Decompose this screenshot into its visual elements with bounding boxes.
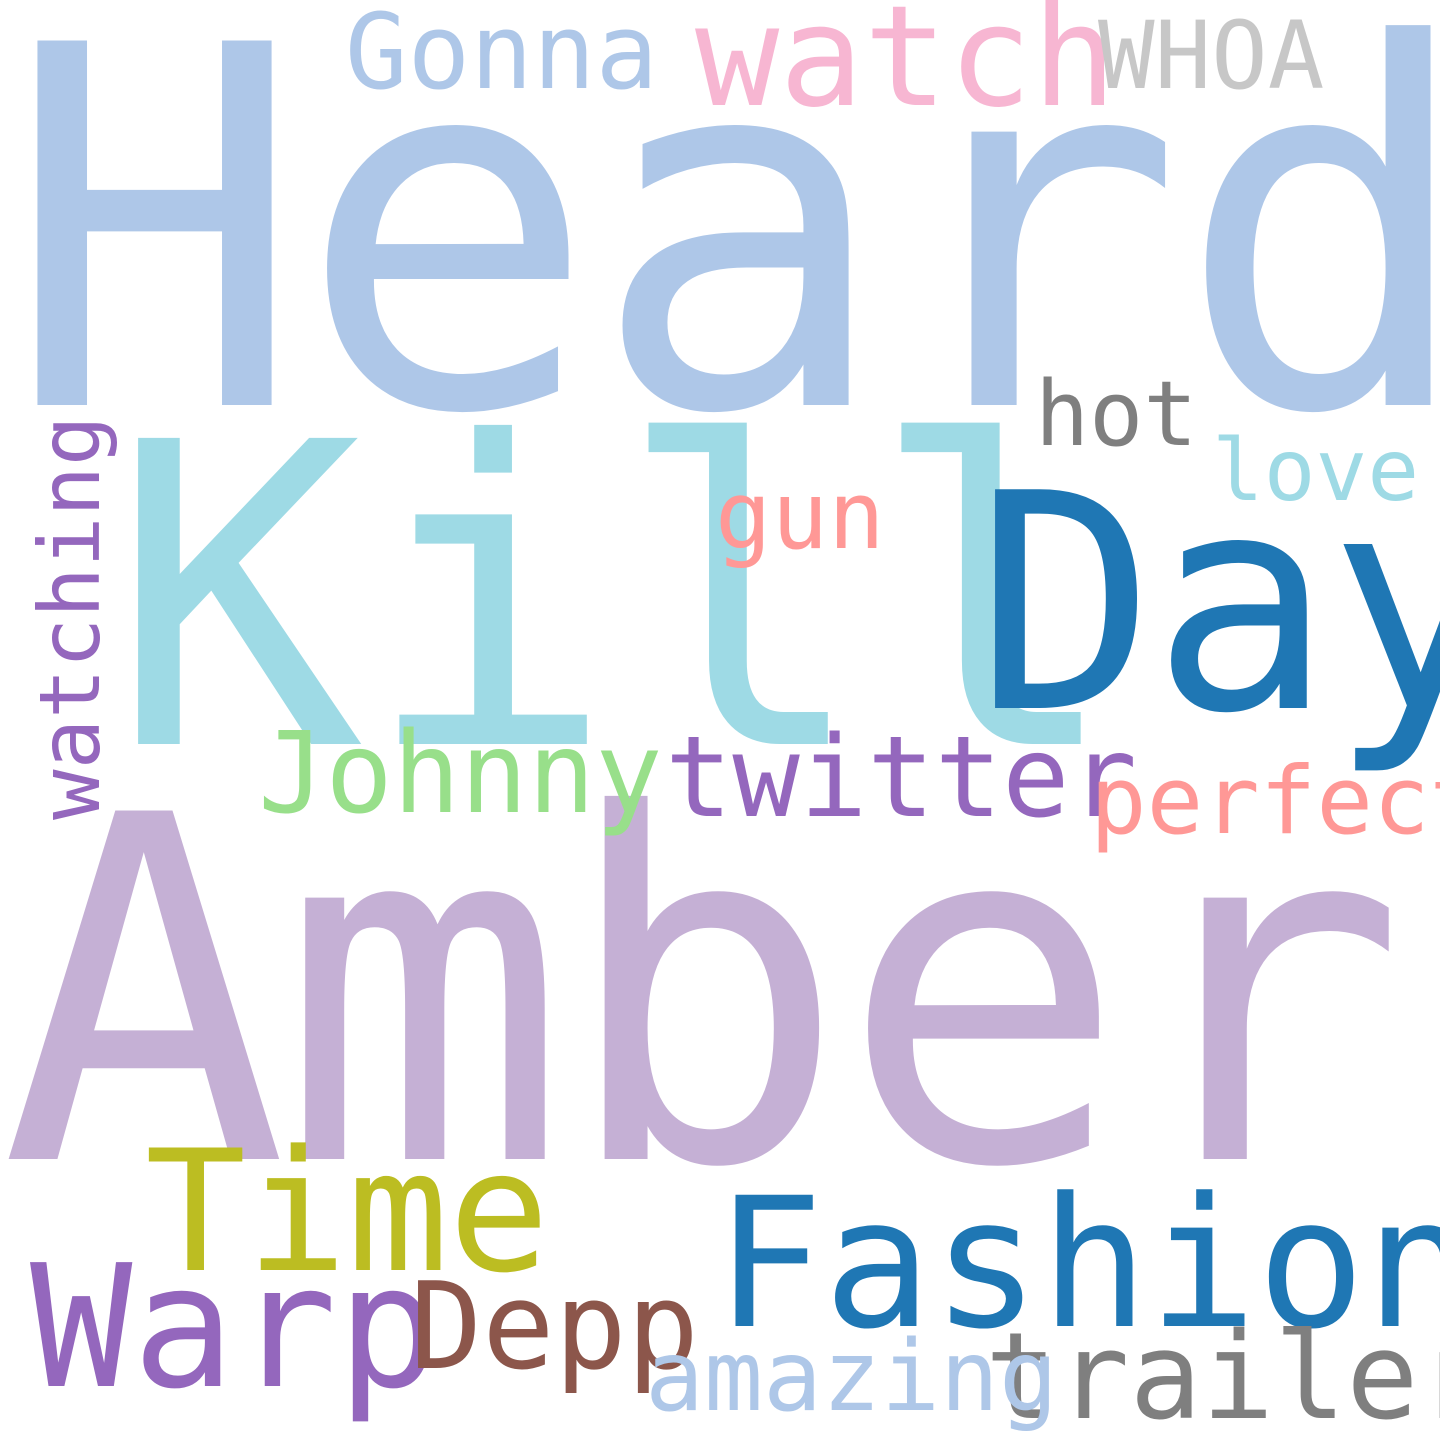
word-johnny: Johnny	[258, 709, 663, 839]
word-fashion: Fashion	[715, 1160, 1440, 1369]
word-whoa: WHOA	[1098, 2, 1325, 111]
word-time: Time	[145, 1114, 550, 1310]
word-watch: watch	[695, 0, 1117, 139]
word-gun: gun	[715, 462, 885, 571]
word-amber: Amber	[0, 715, 1407, 1272]
word-twitter: twitter	[665, 713, 1138, 843]
word-perfect: perfect	[1090, 747, 1440, 856]
word-heard: Heard	[4, 0, 1440, 523]
word-depp: Depp	[410, 1258, 699, 1397]
word-amazing: amazing	[645, 1320, 1059, 1434]
word-hot: hot	[1035, 362, 1198, 467]
word-kill: Kill	[110, 355, 1122, 844]
word-warp: Warp	[30, 1229, 440, 1427]
word-watching: watching	[21, 415, 119, 820]
word-trailer: trailer	[985, 1308, 1440, 1440]
word-love: love	[1212, 421, 1420, 521]
word-day: Day	[975, 430, 1440, 779]
word-gonna: Gonna	[345, 0, 659, 113]
